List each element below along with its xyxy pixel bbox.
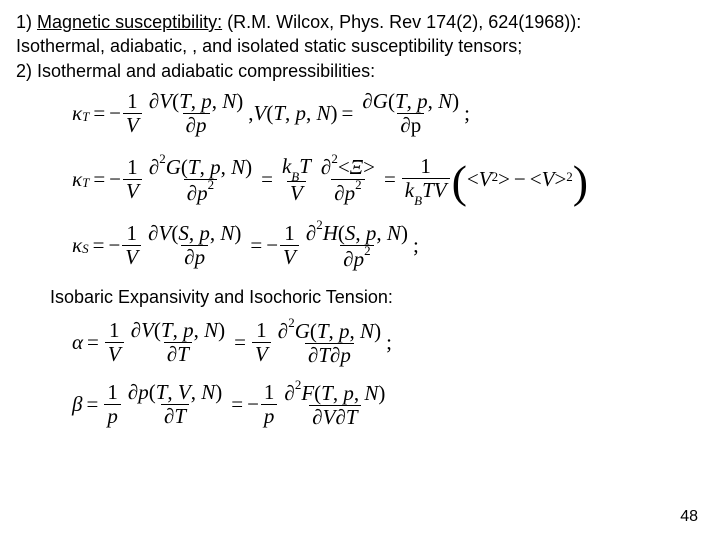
page-number: 48: [680, 508, 698, 526]
equation-beta: β = 1 p ∂p(T, V, N) ∂T = − 1 p ∂2F(T, p,…: [72, 374, 704, 436]
item1-title: Magnetic susceptibility:: [37, 12, 222, 32]
subheading: Isobaric Expansivity and Isochoric Tensi…: [50, 287, 704, 308]
equation-block-2: α = 1 V ∂V(T, p, N) ∂T = 1 V ∂2G(T, p, N…: [72, 312, 704, 436]
equation-kappaT-fluct: κT = − 1 V ∂2G(T, p, N) ∂p2 = kBT V ∂2<Ξ…: [72, 145, 704, 215]
equation-alpha: α = 1 V ∂V(T, p, N) ∂T = 1 V ∂2G(T, p, N…: [72, 312, 704, 374]
item1-desc: Isothermal, adiabatic, , and isolated st…: [16, 36, 522, 56]
equation-block-1: κT = − 1 V ∂V(T, p, N) ∂p , V(T, p, N) =…: [72, 83, 704, 277]
equation-kappaS: κS = − 1 V ∂V(S, p, N) ∂p = − 1 V ∂2H(S,…: [72, 215, 704, 277]
item2: 2) Isothermal and adiabatic compressibil…: [16, 61, 375, 81]
header-block: 1) Magnetic susceptibility: (R.M. Wilcox…: [16, 10, 704, 83]
item1-ref: (R.M. Wilcox, Phys. Rev 174(2), 624(1968…: [227, 12, 581, 32]
equation-kappaT-def: κT = − 1 V ∂V(T, p, N) ∂p , V(T, p, N) =…: [72, 83, 704, 145]
item1-label: 1): [16, 12, 32, 32]
